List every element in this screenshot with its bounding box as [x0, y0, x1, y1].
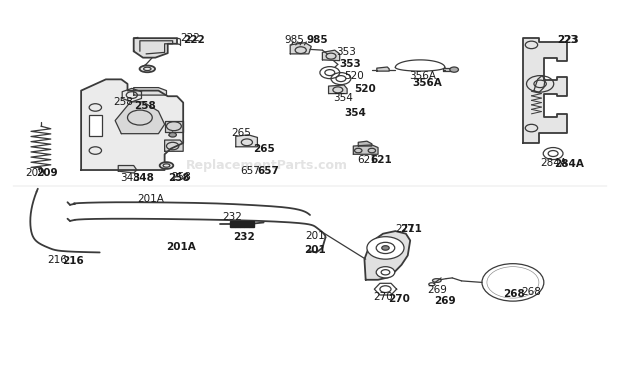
- Ellipse shape: [433, 279, 441, 282]
- Polygon shape: [290, 42, 311, 54]
- Text: 216: 216: [47, 255, 67, 265]
- Ellipse shape: [160, 162, 173, 169]
- Polygon shape: [115, 102, 165, 134]
- Text: 348: 348: [133, 173, 154, 183]
- Text: 985: 985: [307, 35, 329, 45]
- Circle shape: [169, 133, 176, 137]
- Circle shape: [382, 246, 389, 250]
- Circle shape: [376, 267, 395, 278]
- Text: 354: 354: [334, 93, 353, 103]
- Text: 223: 223: [557, 35, 579, 45]
- Polygon shape: [322, 50, 340, 61]
- Text: 268: 268: [521, 287, 541, 297]
- Text: 348: 348: [120, 173, 140, 183]
- Circle shape: [450, 67, 458, 72]
- Polygon shape: [377, 67, 389, 71]
- Text: 354: 354: [345, 108, 366, 118]
- Polygon shape: [134, 88, 167, 95]
- Polygon shape: [329, 85, 347, 94]
- Text: 265: 265: [253, 144, 275, 154]
- Text: 258: 258: [168, 173, 190, 183]
- Polygon shape: [118, 165, 137, 173]
- Text: 268: 268: [503, 289, 525, 299]
- Text: 269: 269: [428, 285, 448, 295]
- Polygon shape: [358, 141, 372, 146]
- Text: 223: 223: [557, 35, 577, 45]
- Text: 232: 232: [232, 232, 254, 242]
- Text: 657: 657: [257, 166, 279, 176]
- Text: 284A: 284A: [540, 158, 567, 168]
- Text: 985: 985: [284, 35, 304, 45]
- Polygon shape: [235, 221, 239, 227]
- Text: 216: 216: [63, 256, 84, 266]
- Text: 222: 222: [183, 35, 205, 45]
- Text: 271: 271: [400, 224, 422, 234]
- Text: 201: 201: [306, 231, 326, 241]
- Text: 621: 621: [371, 155, 392, 165]
- Text: 270: 270: [388, 294, 410, 303]
- Text: 269: 269: [434, 296, 455, 306]
- Text: 621: 621: [357, 155, 377, 165]
- Text: 271: 271: [396, 224, 415, 234]
- Text: 201: 201: [304, 245, 326, 255]
- Text: 353: 353: [340, 59, 361, 70]
- Text: 520: 520: [345, 71, 365, 80]
- Polygon shape: [165, 121, 183, 132]
- Text: 270: 270: [374, 293, 394, 302]
- Text: 222: 222: [180, 33, 200, 43]
- Text: 353: 353: [337, 47, 356, 57]
- Polygon shape: [523, 38, 567, 143]
- Polygon shape: [165, 140, 183, 151]
- Text: 265: 265: [231, 127, 251, 138]
- Text: 520: 520: [355, 84, 376, 94]
- Polygon shape: [249, 221, 254, 227]
- Text: 284A: 284A: [554, 159, 584, 169]
- Text: 209: 209: [25, 168, 45, 178]
- Text: ReplacementParts.com: ReplacementParts.com: [186, 159, 348, 172]
- Text: 258: 258: [171, 172, 191, 182]
- Polygon shape: [365, 231, 410, 280]
- Text: 356A: 356A: [412, 78, 442, 88]
- Text: 201A: 201A: [167, 242, 197, 252]
- Bar: [89, 115, 102, 136]
- Polygon shape: [230, 221, 235, 227]
- Polygon shape: [239, 221, 244, 227]
- Text: 258: 258: [113, 97, 133, 107]
- Text: 657: 657: [241, 166, 260, 176]
- Circle shape: [367, 237, 404, 259]
- Polygon shape: [244, 221, 249, 227]
- Polygon shape: [134, 38, 177, 58]
- Text: 209: 209: [37, 168, 58, 178]
- Ellipse shape: [140, 65, 155, 72]
- Text: 356A: 356A: [409, 71, 436, 80]
- Text: 258: 258: [134, 101, 156, 111]
- Polygon shape: [443, 68, 451, 71]
- Polygon shape: [353, 145, 378, 154]
- Polygon shape: [81, 79, 183, 170]
- Text: 232: 232: [222, 212, 242, 222]
- Text: 201A: 201A: [137, 194, 164, 204]
- Polygon shape: [236, 135, 257, 147]
